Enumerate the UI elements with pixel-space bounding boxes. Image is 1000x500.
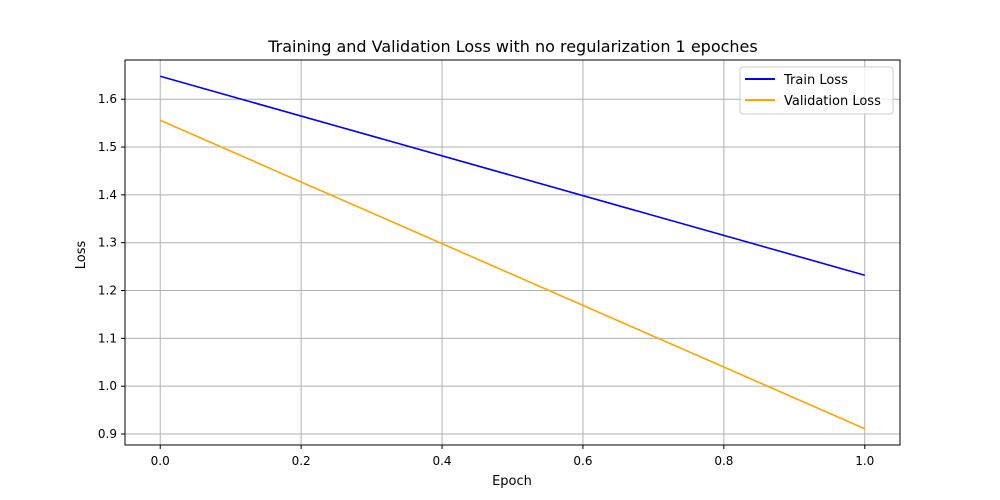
y-tick-label: 0.9 <box>98 427 117 441</box>
y-tick-label: 1.6 <box>98 92 117 106</box>
x-tick-label: 0.6 <box>573 454 592 468</box>
y-tick-label: 1.2 <box>98 284 117 298</box>
y-tick-label: 1.4 <box>98 188 117 202</box>
y-tick-label: 1.1 <box>98 331 117 345</box>
x-tick-label: 0.8 <box>714 454 733 468</box>
chart-title: Training and Validation Loss with no reg… <box>267 37 757 56</box>
x-tick-label: 1.0 <box>855 454 874 468</box>
legend-box <box>739 66 894 115</box>
x-tick-label: 0.0 <box>151 454 170 468</box>
y-axis-ticks: 0.9 1.0 1.1 1.2 1.3 1.4 1.5 1.6 <box>98 92 125 441</box>
x-axis-ticks: 0.0 0.2 0.4 0.6 0.8 1.0 <box>151 445 874 468</box>
legend-label-train-loss: Train Loss <box>783 73 848 88</box>
series-line-validation-loss <box>159 119 866 430</box>
y-tick-label: 1.3 <box>98 236 117 250</box>
y-tick-label: 1.5 <box>98 140 117 154</box>
series-line-train-loss <box>160 75 865 276</box>
y-tick-label: 1.0 <box>98 379 117 393</box>
y-axis-label: Loss <box>74 241 89 270</box>
x-tick-label: 0.4 <box>432 454 451 468</box>
series-lines <box>159 75 866 430</box>
plot-frame <box>124 59 901 446</box>
x-tick-label: 0.2 <box>292 454 311 468</box>
x-axis-label: Epoch <box>492 474 532 489</box>
legend: Train Loss Validation Loss <box>739 66 894 115</box>
legend-label-validation-loss: Validation Loss <box>784 94 881 109</box>
